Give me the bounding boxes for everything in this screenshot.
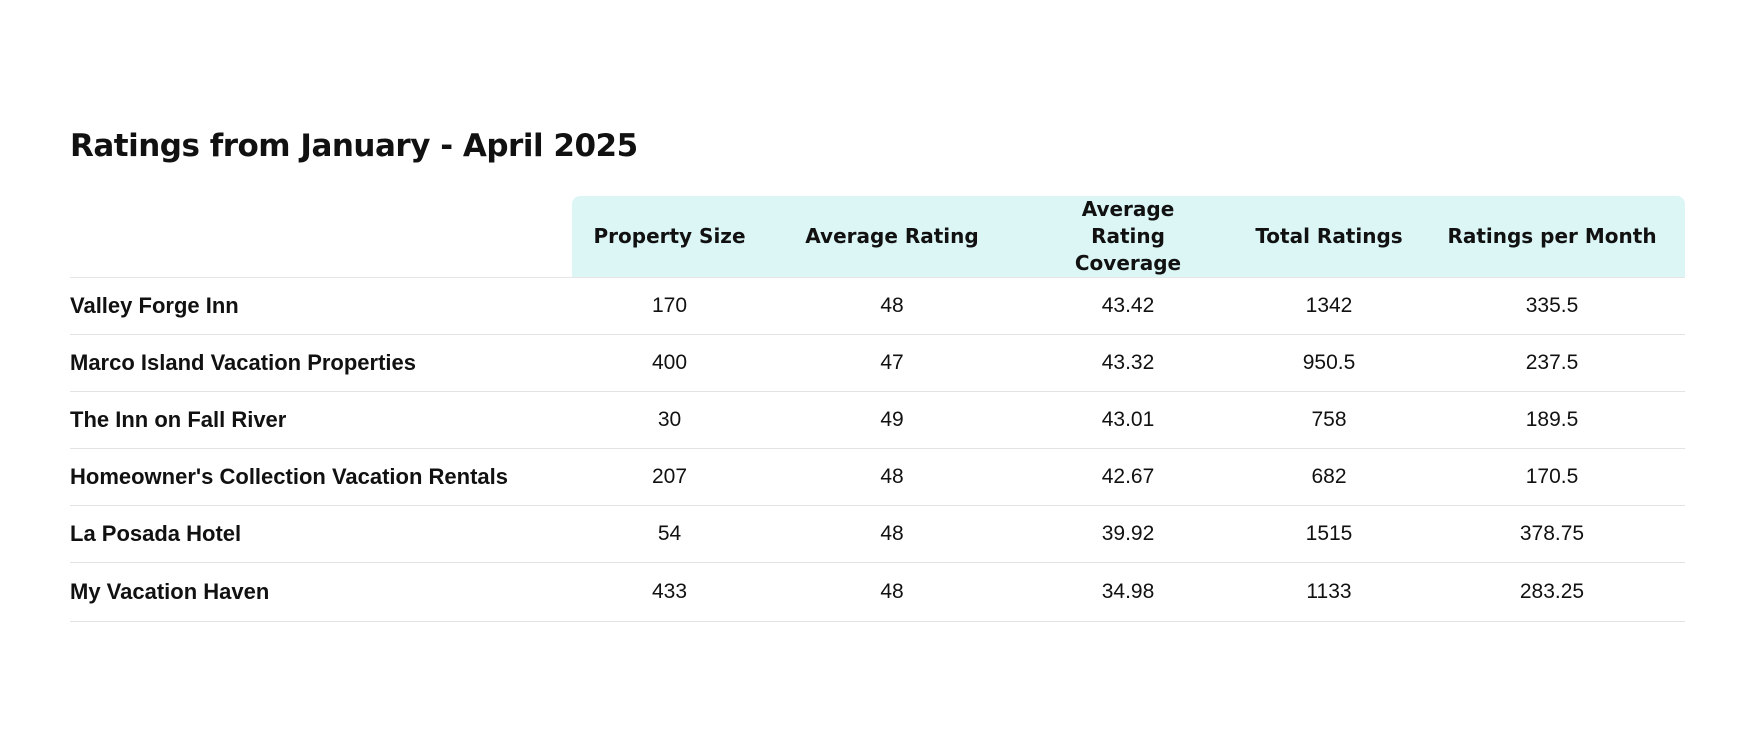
cell-property-size: 170 bbox=[572, 277, 767, 335]
cell-average-rating-coverage: 43.32 bbox=[1017, 334, 1239, 392]
cell-average-rating: 48 bbox=[767, 277, 1017, 335]
table-row: Valley Forge Inn 170 48 43.42 1342 335.5 bbox=[70, 277, 1685, 335]
row-property-name: Valley Forge Inn bbox=[70, 277, 572, 335]
cell-ratings-per-month: 237.5 bbox=[1419, 334, 1685, 392]
table-row: Marco Island Vacation Properties 400 47 … bbox=[70, 334, 1685, 392]
ratings-table: Property Size Average Rating Average Rat… bbox=[70, 196, 1685, 622]
cell-property-size: 433 bbox=[572, 562, 767, 622]
cell-ratings-per-month: 283.25 bbox=[1419, 562, 1685, 622]
table-row: La Posada Hotel 54 48 39.92 1515 378.75 bbox=[70, 505, 1685, 563]
table-row: The Inn on Fall River 30 49 43.01 758 18… bbox=[70, 391, 1685, 449]
cell-property-size: 30 bbox=[572, 391, 767, 449]
cell-ratings-per-month: 170.5 bbox=[1419, 448, 1685, 506]
cell-average-rating: 47 bbox=[767, 334, 1017, 392]
header-blank-cell bbox=[70, 196, 572, 278]
row-property-name: The Inn on Fall River bbox=[70, 391, 572, 449]
row-property-name: My Vacation Haven bbox=[70, 562, 572, 622]
cell-ratings-per-month: 378.75 bbox=[1419, 505, 1685, 563]
column-header-average-rating: Average Rating bbox=[767, 196, 1017, 278]
cell-average-rating: 48 bbox=[767, 562, 1017, 622]
cell-average-rating-coverage: 43.42 bbox=[1017, 277, 1239, 335]
cell-average-rating: 48 bbox=[767, 448, 1017, 506]
cell-average-rating-coverage: 39.92 bbox=[1017, 505, 1239, 563]
cell-property-size: 400 bbox=[572, 334, 767, 392]
table-title: Ratings from January - April 2025 bbox=[70, 128, 638, 164]
cell-total-ratings: 682 bbox=[1239, 448, 1419, 506]
column-header-total-ratings: Total Ratings bbox=[1239, 196, 1419, 278]
cell-average-rating-coverage: 34.98 bbox=[1017, 562, 1239, 622]
cell-average-rating-coverage: 43.01 bbox=[1017, 391, 1239, 449]
table-row: My Vacation Haven 433 48 34.98 1133 283.… bbox=[70, 562, 1685, 622]
row-property-name: La Posada Hotel bbox=[70, 505, 572, 563]
cell-total-ratings: 1515 bbox=[1239, 505, 1419, 563]
column-header-property-size: Property Size bbox=[572, 196, 767, 278]
cell-average-rating: 49 bbox=[767, 391, 1017, 449]
cell-average-rating: 48 bbox=[767, 505, 1017, 563]
cell-total-ratings: 758 bbox=[1239, 391, 1419, 449]
cell-ratings-per-month: 189.5 bbox=[1419, 391, 1685, 449]
cell-total-ratings: 1342 bbox=[1239, 277, 1419, 335]
cell-total-ratings: 950.5 bbox=[1239, 334, 1419, 392]
cell-property-size: 207 bbox=[572, 448, 767, 506]
cell-average-rating-coverage: 42.67 bbox=[1017, 448, 1239, 506]
column-header-average-rating-coverage: Average Rating Coverage bbox=[1017, 196, 1239, 278]
cell-property-size: 54 bbox=[572, 505, 767, 563]
table-header-row: Property Size Average Rating Average Rat… bbox=[70, 196, 1685, 278]
column-header-ratings-per-month: Ratings per Month bbox=[1419, 196, 1685, 278]
cell-ratings-per-month: 335.5 bbox=[1419, 277, 1685, 335]
table-row: Homeowner's Collection Vacation Rentals … bbox=[70, 448, 1685, 506]
row-property-name: Homeowner's Collection Vacation Rentals bbox=[70, 448, 572, 506]
cell-total-ratings: 1133 bbox=[1239, 562, 1419, 622]
row-property-name: Marco Island Vacation Properties bbox=[70, 334, 572, 392]
